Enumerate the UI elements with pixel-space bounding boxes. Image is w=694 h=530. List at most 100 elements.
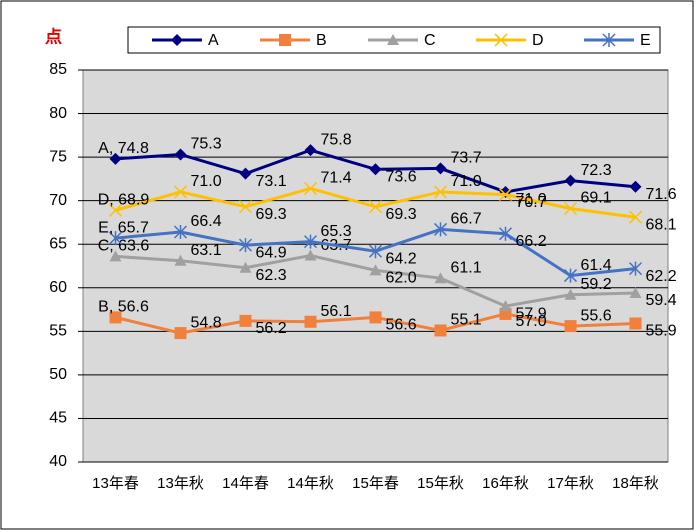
data-label: 56.1 — [321, 303, 352, 320]
data-label: 56.2 — [256, 320, 287, 337]
legend-label: D — [532, 32, 544, 49]
data-point — [173, 225, 188, 240]
data-label: 59.2 — [581, 276, 612, 293]
data-point — [238, 200, 253, 214]
data-label: 63.1 — [191, 242, 222, 259]
data-point — [434, 272, 447, 284]
data-label: 66.2 — [516, 233, 547, 250]
data-point — [239, 261, 252, 273]
data-label: 62.0 — [386, 270, 417, 287]
data-point — [564, 174, 577, 187]
x-tick-label: 13年秋 — [157, 475, 204, 492]
legend-marker — [494, 33, 508, 47]
data-label: 62.3 — [256, 267, 287, 284]
data-point — [369, 264, 382, 276]
data-label: 55.6 — [581, 307, 612, 324]
data-point — [174, 148, 187, 161]
data-point — [368, 244, 383, 259]
data-point — [629, 287, 642, 299]
data-label: 59.4 — [646, 292, 677, 309]
data-point — [238, 238, 253, 253]
data-label: 73.7 — [451, 150, 482, 167]
x-tick-label: 14年秋 — [287, 475, 334, 492]
data-label: 68.1 — [646, 216, 677, 233]
data-label: B, 56.6 — [98, 299, 149, 316]
data-label: 69.1 — [581, 190, 612, 207]
data-point — [108, 231, 123, 246]
data-label: 73.1 — [256, 173, 287, 190]
data-label: 70.7 — [516, 194, 547, 211]
x-tick-label: 15年秋 — [417, 475, 464, 492]
x-tick-label: 17年秋 — [547, 475, 594, 492]
legend-marker — [171, 34, 183, 46]
data-label: 62.2 — [646, 268, 677, 285]
data-point — [303, 181, 318, 196]
data-label: 64.2 — [386, 250, 417, 267]
data-label: 57.9 — [516, 305, 547, 322]
data-point — [239, 314, 252, 327]
data-label: D, 68.9 — [98, 191, 150, 208]
data-label: 71.6 — [646, 186, 677, 203]
data-point — [304, 249, 317, 261]
data-point — [629, 317, 642, 330]
data-label: E, 65.7 — [98, 219, 149, 236]
data-point — [563, 268, 578, 283]
data-label: C, 63.6 — [98, 238, 150, 255]
data-point — [304, 144, 317, 157]
y-tick-label: 85 — [49, 61, 67, 78]
data-label: 72.3 — [581, 162, 612, 179]
data-point — [174, 327, 187, 340]
x-tick-label: 16年秋 — [482, 475, 529, 492]
data-point — [434, 162, 447, 175]
data-label: 69.3 — [386, 206, 417, 223]
data-label: 71.0 — [451, 173, 482, 190]
legend-marker — [279, 34, 291, 46]
data-point — [628, 210, 643, 224]
legend-marker — [602, 33, 616, 47]
data-label: 69.3 — [256, 206, 287, 223]
data-point — [109, 311, 122, 324]
data-label: 66.4 — [191, 213, 222, 230]
legend-label: B — [316, 32, 327, 49]
data-point — [628, 261, 643, 276]
data-label: 56.6 — [386, 317, 417, 334]
data-point — [629, 180, 642, 193]
data-point — [369, 311, 382, 324]
y-tick-label: 55 — [49, 323, 67, 340]
data-point — [109, 250, 122, 262]
data-label: 61.1 — [451, 259, 482, 276]
data-label: 55.9 — [646, 323, 677, 340]
data-point — [498, 188, 513, 202]
x-tick-label: 14年春 — [222, 475, 269, 492]
y-tick-label: 80 — [49, 105, 67, 122]
legend-label: A — [208, 32, 219, 49]
y-tick-label: 40 — [49, 453, 67, 470]
data-point — [563, 201, 578, 216]
data-point — [498, 226, 513, 241]
x-tick-label: 13年春 — [92, 475, 139, 492]
data-point — [174, 254, 187, 266]
data-point — [369, 163, 382, 176]
y-tick-label: 65 — [49, 235, 67, 252]
data-label: 65.3 — [321, 223, 352, 240]
legend-marker — [387, 34, 399, 45]
x-tick-label: 18年秋 — [612, 475, 659, 492]
data-label: 66.7 — [451, 211, 482, 228]
legend-label: C — [424, 32, 436, 49]
data-point — [564, 320, 577, 333]
data-point — [109, 152, 122, 165]
data-point — [368, 200, 383, 214]
data-point — [108, 203, 123, 217]
y-tick-label: 70 — [49, 192, 67, 209]
data-point — [303, 234, 318, 249]
data-label: 75.8 — [321, 131, 352, 148]
y-tick-label: 75 — [49, 148, 67, 165]
x-tick-label: 15年春 — [352, 475, 399, 492]
data-point — [499, 300, 512, 312]
data-label: 73.6 — [386, 169, 417, 186]
data-label: 75.3 — [191, 136, 222, 153]
data-point — [434, 324, 447, 337]
data-point — [564, 288, 577, 300]
data-point — [239, 167, 252, 180]
